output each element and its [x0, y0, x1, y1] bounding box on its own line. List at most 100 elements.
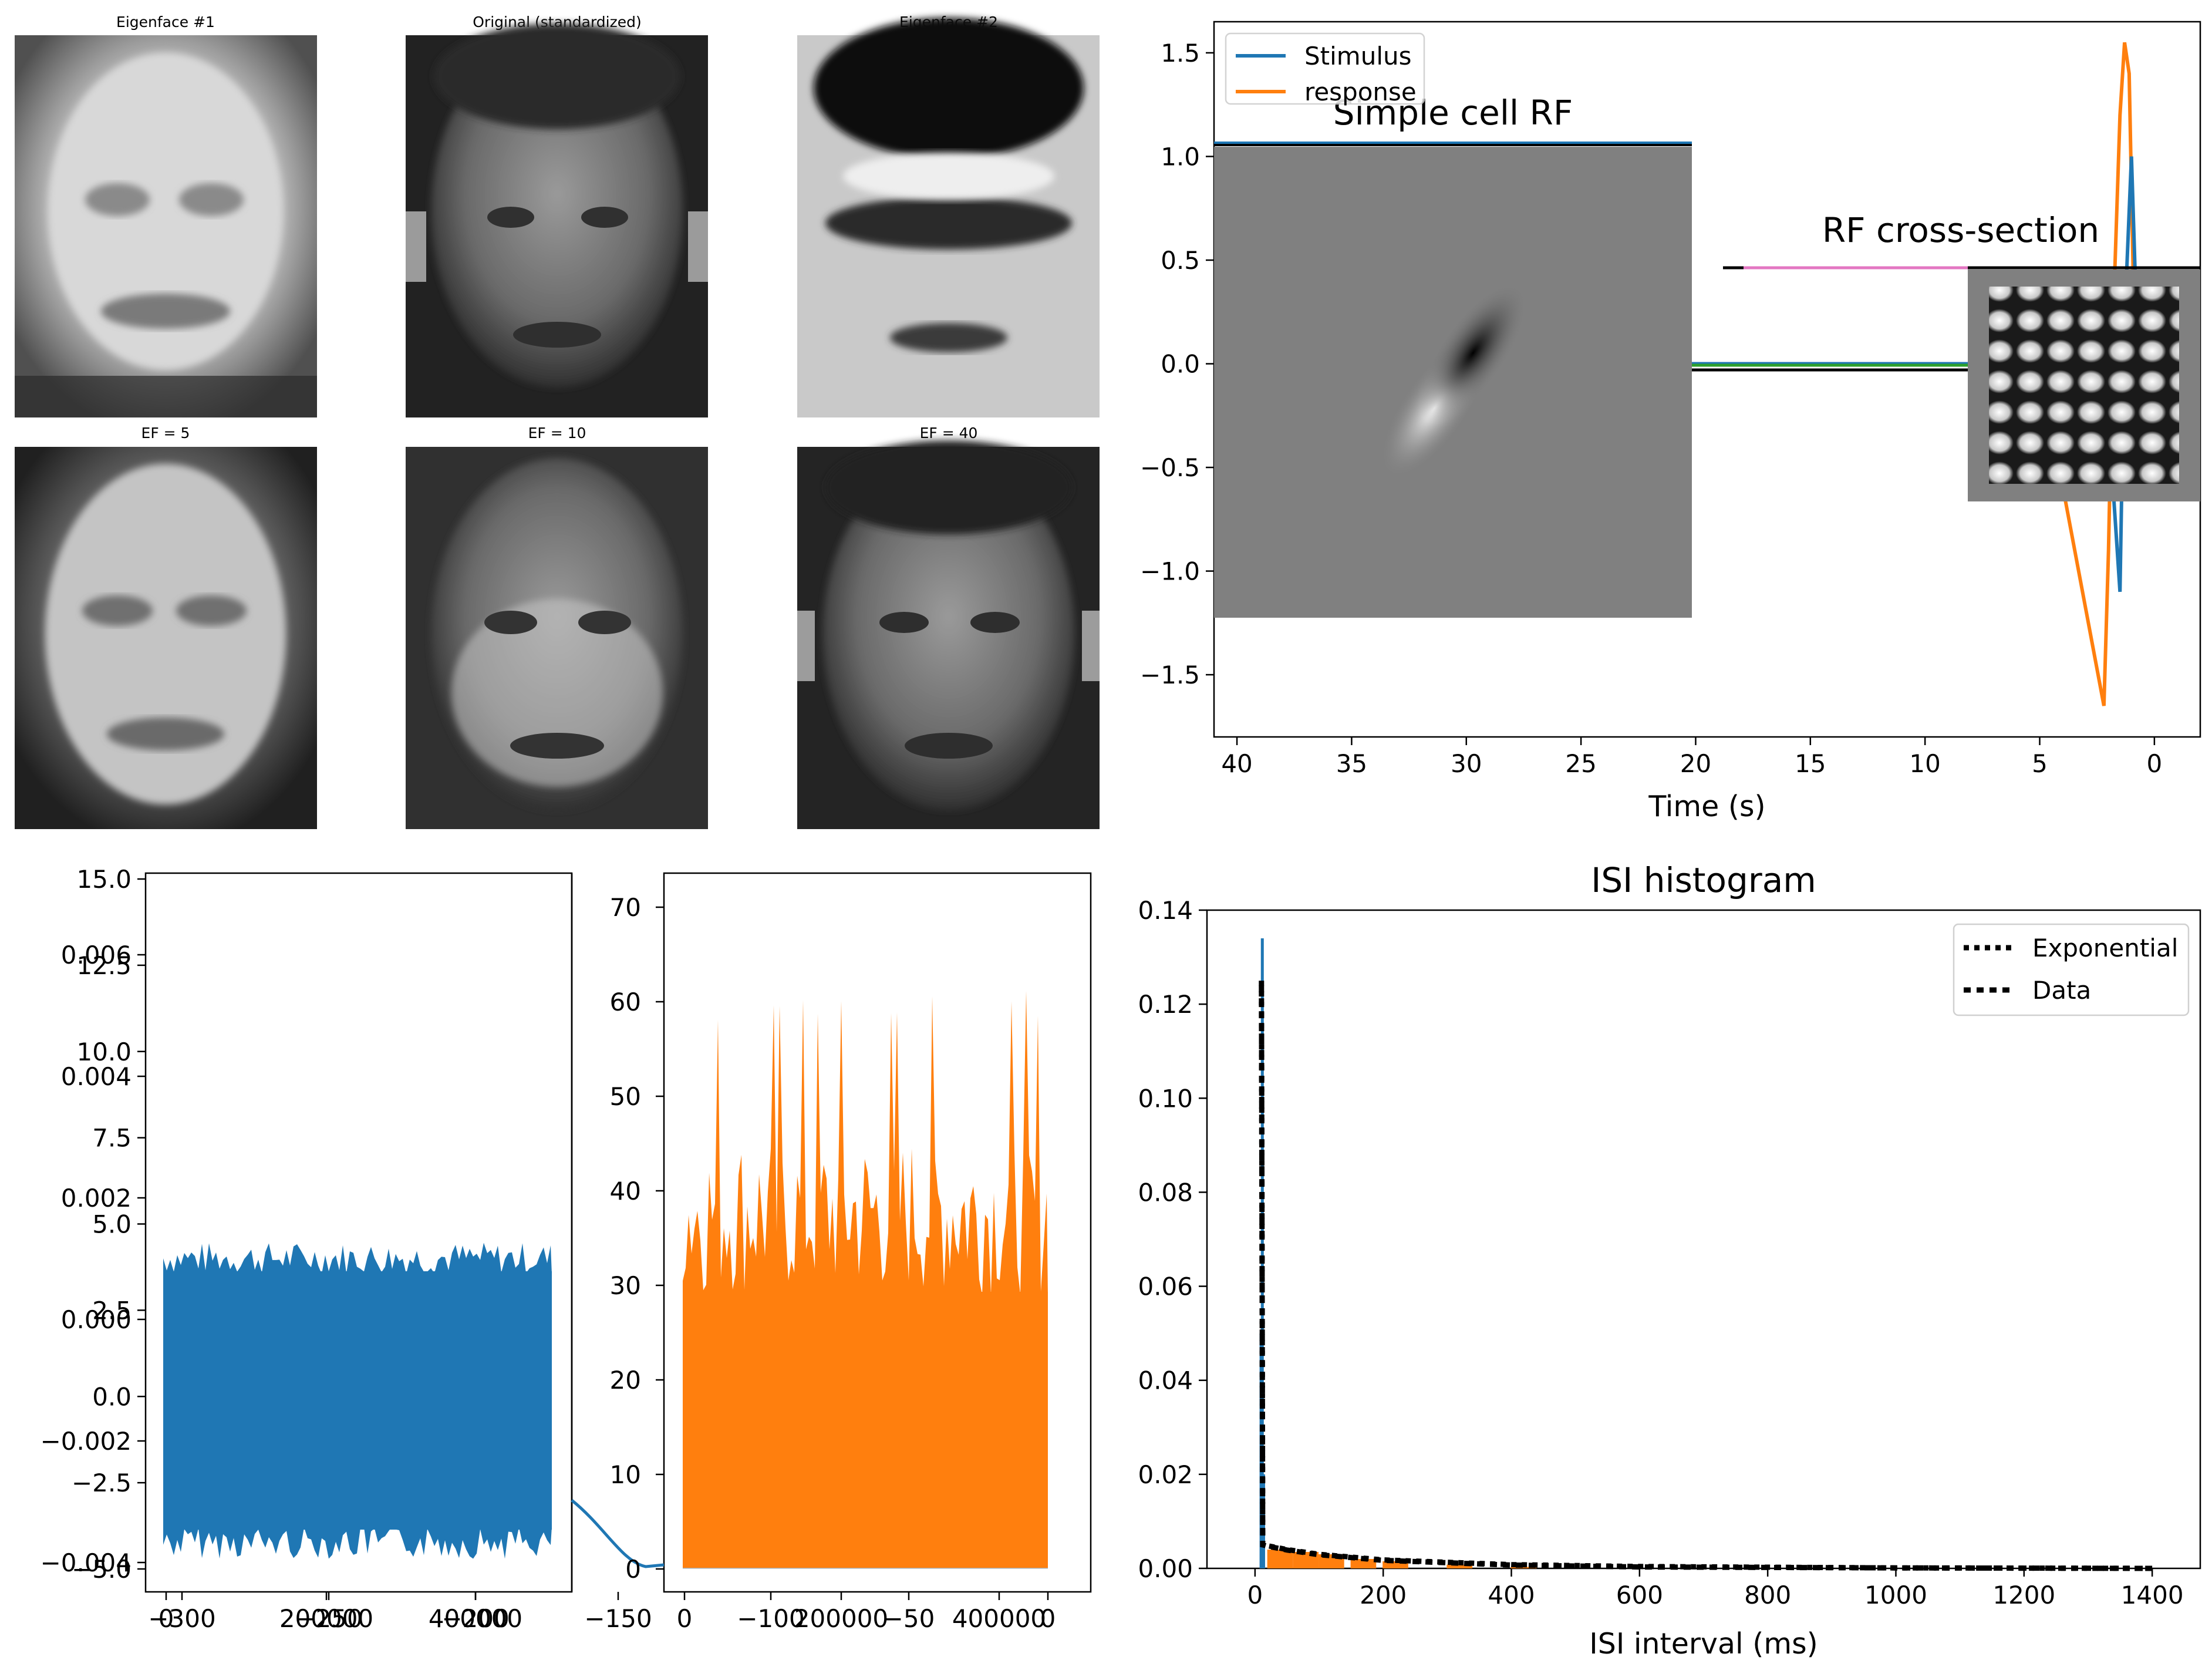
- y-tick-label: 70: [610, 893, 641, 922]
- face-title-5: EF = 10: [528, 425, 586, 442]
- face-image-3: [797, 18, 1100, 417]
- x-axis-label: ISI interval (ms): [1589, 1627, 1818, 1661]
- x-tick-label: 40: [1221, 749, 1252, 778]
- face-image-4: [15, 447, 317, 829]
- signal-traces-chart: 15.0 12.5 10.0 7.5 5.0 2.5 0.0 −2.5 −5.0 0.006 0.0…: [41, 865, 1092, 1633]
- legend: Stimulus response: [1225, 32, 1425, 106]
- y-tick-label: −1.5: [1140, 661, 1200, 689]
- y-tick-label: 40: [610, 1177, 641, 1205]
- blue-noise-series: [163, 1242, 552, 1559]
- x-tick-label: 35: [1336, 749, 1367, 778]
- x-tick-label: 600: [1616, 1581, 1663, 1609]
- y-tick-label: 0.06: [1138, 1272, 1193, 1301]
- x-tick-label: 5: [2032, 749, 2048, 778]
- x-tick-label: −300: [148, 1604, 215, 1633]
- x-tick-label: 400000: [429, 1604, 522, 1633]
- y-tick-label: 0.0: [92, 1382, 131, 1411]
- x-tick-label: 400: [1488, 1581, 1535, 1609]
- y-tick-label: 10: [610, 1460, 641, 1489]
- orange-spike-edge: [683, 991, 1048, 1295]
- x-tick-label: 1400: [2121, 1581, 2184, 1609]
- face-title-1: Eigenface #1: [116, 14, 215, 31]
- x-tick-label: 200: [1360, 1581, 1407, 1609]
- x-tick-label: 0: [159, 1604, 174, 1633]
- face-image-6: [797, 440, 1100, 829]
- y-tick-label: 1.0: [1161, 142, 1200, 171]
- y-tick-label: 12.5: [76, 951, 131, 980]
- isi-ticks: 0 200 400 600 800 1000 1200 1400 0.14 0.12 0.10 0.0…: [1138, 896, 2183, 1609]
- y-tick-label: −0.004: [41, 1548, 131, 1577]
- x-tick-label: 0: [1040, 1604, 1056, 1633]
- y-tick-label: −0.5: [1140, 453, 1200, 482]
- y-tick-label: 20: [610, 1366, 641, 1395]
- histogram-bar: [1446, 1564, 1473, 1568]
- y-tick-label: 0.5: [1161, 246, 1200, 275]
- y-tick-label: −0.002: [41, 1427, 131, 1456]
- x-tick-label: 10: [1909, 749, 1940, 778]
- histogram-bar: [1510, 1567, 1537, 1568]
- blue-noise-bottom-edge: [163, 1527, 552, 1559]
- y-tick-label: 0.004: [61, 1062, 131, 1091]
- face-title-6: EF = 40: [920, 425, 978, 442]
- series-line-exponential: [1259, 981, 2153, 1571]
- x-tick-label: 800: [1744, 1581, 1791, 1609]
- x-tick-label: 1000: [1864, 1581, 1927, 1609]
- stimulus-response-chart: 40 35 30 25 20 15 10 5 0 1.5 1.0 0.5 0.0 −0.5 −1.0 −1.5…: [1140, 21, 2201, 823]
- y-tick-label: 0.006: [61, 941, 131, 969]
- x-tick-label: 30: [1451, 749, 1482, 778]
- y-tick-label: −1.0: [1140, 557, 1200, 586]
- plot-area-right: [663, 872, 1092, 1593]
- y-tick-label: 0.08: [1138, 1178, 1193, 1207]
- histogram-bar: [1350, 1558, 1377, 1568]
- x-tick-label: 25: [1565, 749, 1596, 778]
- isi-histogram-chart: ISI histogram ISI interval (ms) 0 200 400 6…: [1138, 860, 2201, 1661]
- y-tick-label: 60: [610, 988, 641, 1016]
- face-image-1: [15, 35, 317, 417]
- y-tick-label: 7.5: [92, 1124, 131, 1153]
- legend-label-exponential: Exponential: [2032, 934, 2178, 962]
- y-tick-label: 0.000: [61, 1305, 131, 1334]
- legend-label-response: response: [1304, 78, 1417, 106]
- x-tick-label: 0: [2146, 749, 2162, 778]
- isi-legend: Exponential Data: [1953, 923, 2190, 1016]
- y-tick-label: 0.002: [61, 1184, 131, 1213]
- blue-decay-curve: [571, 1499, 665, 1568]
- x-tick-label: 200000: [794, 1604, 888, 1633]
- x-tick-label: 400000: [952, 1604, 1046, 1633]
- x-tick-label: 1200: [1992, 1581, 2055, 1609]
- y-tick-label: 2.5: [92, 1296, 131, 1325]
- y-tick-label: 0.10: [1138, 1084, 1193, 1113]
- face-image-2: [406, 23, 708, 417]
- y-tick-label: 0.12: [1138, 990, 1193, 1019]
- legend-label-stimulus: Stimulus: [1304, 42, 1412, 70]
- inset-cross-title: RF cross-section: [1822, 210, 2099, 250]
- bl-ticks: 15.0 12.5 10.0 7.5 5.0 2.5 0.0 −2.5 −5.0 0.006 0.0…: [41, 865, 1056, 1633]
- x-tick-label: −50: [883, 1604, 935, 1633]
- y-tick-label: 0.00: [1138, 1554, 1193, 1583]
- y-tick-label: 30: [610, 1271, 641, 1300]
- x-tick-label: −250: [295, 1604, 362, 1633]
- y-tick-label: 50: [610, 1082, 641, 1111]
- y-tick-label: 0.02: [1138, 1460, 1193, 1489]
- x-tick-label: 0: [677, 1604, 693, 1633]
- blue-noise-top-edge: [163, 1242, 552, 1274]
- legend-label-data: Data: [2032, 976, 2091, 1005]
- x-tick-label: 0: [1247, 1581, 1263, 1609]
- series-line-data: [1259, 985, 2153, 1571]
- y-tick-label: 0.04: [1138, 1366, 1193, 1395]
- y-tick-label: −2.5: [72, 1469, 131, 1497]
- y-tick-label: 5.0: [92, 1210, 131, 1239]
- y-tick-label: 0.0: [1161, 350, 1200, 379]
- y-tick-label: 15.0: [76, 865, 131, 894]
- inset-rf-cross-section: RF cross-section: [1822, 210, 2200, 501]
- y-tick-label: 0.14: [1138, 896, 1193, 925]
- y-tick-label: −5.0: [72, 1555, 131, 1584]
- eigenface-grid: Eigenface #1 Original (standardized) Eig…: [15, 14, 1100, 829]
- x-tick-label: −150: [584, 1604, 652, 1633]
- x-tick-label: 200000: [279, 1604, 373, 1633]
- face-title-4: EF = 5: [141, 425, 190, 442]
- x-tick-label: −200: [441, 1604, 509, 1633]
- x-tick-label: 15: [1795, 749, 1826, 778]
- y-tick-label: 10.0: [76, 1038, 131, 1066]
